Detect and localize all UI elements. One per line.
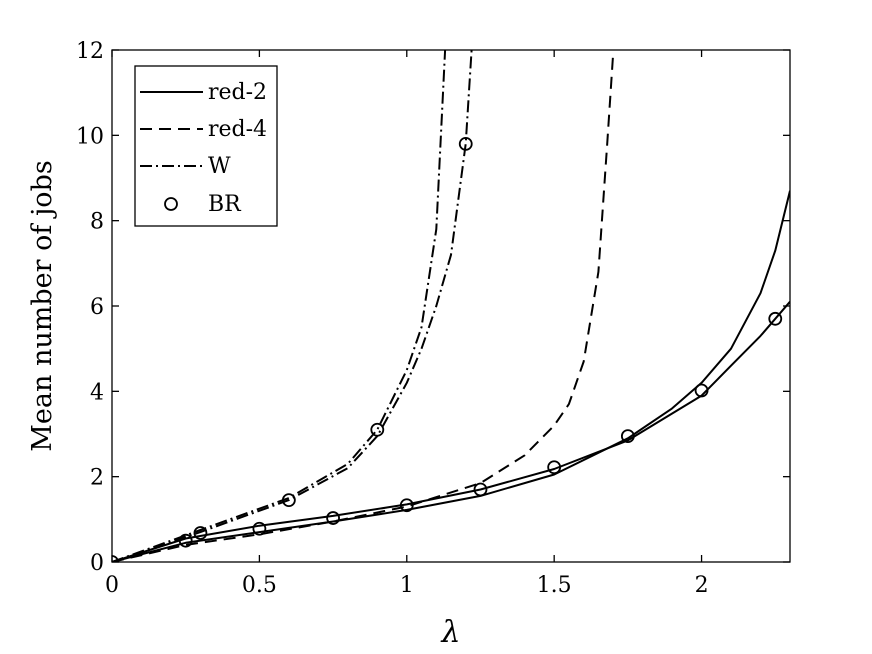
series-line-solid-1 xyxy=(112,190,790,562)
axes-layer: 0 0.5 1 1.5 2 0 2 4 6 8 10 12 xyxy=(76,39,791,598)
br-marker xyxy=(178,533,193,548)
br-marker xyxy=(768,311,783,326)
x-tick-label: 1.5 xyxy=(537,573,572,598)
legend-label-red-4: red-4 xyxy=(208,117,267,142)
br-marker xyxy=(326,511,340,525)
series-line-dashdot-3 xyxy=(112,50,447,562)
y-tick-label: 8 xyxy=(90,210,104,235)
legend-label-br: BR xyxy=(208,192,242,217)
legend: red-2 red-4 W BR xyxy=(134,65,278,227)
br-marker xyxy=(252,521,267,536)
series-line-solid-0 xyxy=(112,301,790,562)
br-marker xyxy=(458,136,473,151)
br-marker xyxy=(193,526,208,540)
br-marker xyxy=(473,482,488,497)
x-tick-label: 1 xyxy=(400,573,414,598)
y-tick-label: 10 xyxy=(76,124,104,149)
series-line-dashed-2 xyxy=(112,54,615,562)
br-marker xyxy=(620,429,635,444)
x-axis-label: λ xyxy=(440,615,460,650)
y-tick-label: 2 xyxy=(90,466,104,491)
y-tick-label: 6 xyxy=(90,295,104,320)
series-layer xyxy=(112,50,790,562)
y-tick-label: 0 xyxy=(90,551,104,576)
x-tick-label: 0.5 xyxy=(242,573,277,598)
legend-label-w: W xyxy=(208,154,231,179)
series-line-dashdot-4 xyxy=(112,50,473,562)
x-tick-label: 2 xyxy=(695,573,709,598)
y-tick-label: 12 xyxy=(76,39,104,64)
y-axis-label: Mean number of jobs xyxy=(27,160,58,451)
y-tick-label: 4 xyxy=(90,380,104,405)
br-marker xyxy=(547,460,562,475)
br-marker xyxy=(370,422,385,437)
br-marker xyxy=(694,383,709,398)
x-tick-label: 0 xyxy=(105,573,119,598)
br-marker xyxy=(281,493,296,508)
legend-marker-br xyxy=(164,197,178,211)
br-marker xyxy=(399,498,414,513)
legend-label-red-2: red-2 xyxy=(208,80,267,105)
